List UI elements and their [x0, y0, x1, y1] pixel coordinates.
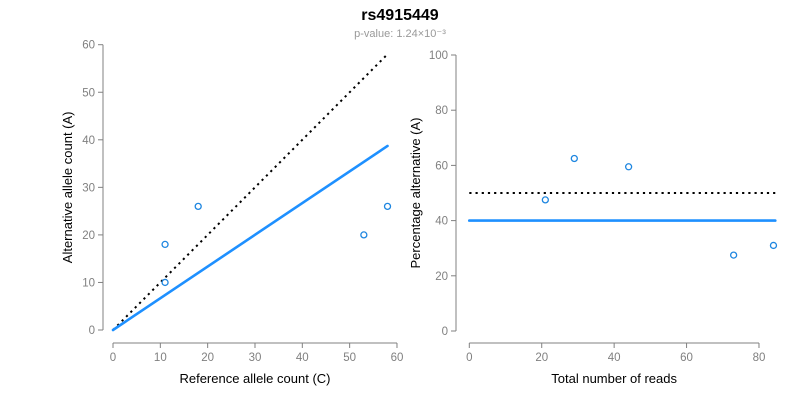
- x-tick-label: 20: [535, 352, 548, 364]
- y-tick-label: 20: [82, 230, 95, 242]
- y-axis-title: Alternative allele count (A): [60, 111, 75, 263]
- x-tick-label: 20: [201, 352, 214, 364]
- x-tick-label: 60: [391, 352, 404, 364]
- right-scatter-plot: 0 20 40 60 80 100 0 20 40 60 80 Total number of rea…: [408, 50, 778, 386]
- y-axis-title: Percentage alternative (A): [408, 117, 423, 268]
- y-tick-label: 10: [82, 277, 95, 289]
- y-tick-label: 20: [435, 271, 448, 283]
- fitted-proportion-line: [111, 144, 389, 332]
- x-axis-title: Reference allele count (C): [179, 371, 330, 386]
- data-point: [161, 278, 169, 287]
- data-point: [541, 196, 549, 204]
- data-point: [383, 202, 392, 211]
- x-tick-label: 10: [154, 352, 167, 364]
- x-tick-label: 40: [296, 352, 309, 364]
- data-point: [729, 251, 738, 259]
- data-point: [360, 231, 368, 239]
- y-tick-label: 100: [429, 50, 448, 62]
- data-point: [194, 202, 202, 211]
- x-axis-title: Total number of reads: [551, 371, 677, 386]
- x-tick-label: 0: [110, 352, 116, 364]
- x-tick-label: 80: [753, 352, 766, 364]
- y-tick-label: 40: [82, 135, 95, 147]
- x-tick-label: 0: [466, 352, 472, 364]
- x-tick-label: 50: [343, 352, 356, 364]
- y-tick-label: 40: [435, 216, 448, 228]
- y-tick-label: 0: [89, 325, 95, 337]
- x-tick-label: 60: [680, 352, 693, 364]
- identity-line: [112, 53, 389, 331]
- data-point: [161, 240, 169, 249]
- y-tick-label: 60: [435, 160, 448, 172]
- data-point: [769, 241, 778, 250]
- data-point: [570, 154, 578, 163]
- x-tick-label: 40: [608, 352, 621, 364]
- data-point: [624, 163, 633, 171]
- y-tick-label: 50: [82, 87, 95, 99]
- y-tick-label: 60: [82, 40, 95, 52]
- y-tick-label: 0: [442, 326, 448, 338]
- y-tick-label: 80: [435, 105, 448, 117]
- left-scatter-plot: 0 10 20 30 40 50 60 0 10 20 30 40 50 60 Reference alle…: [60, 40, 403, 386]
- y-tick-label: 30: [82, 182, 95, 194]
- x-tick-label: 30: [249, 352, 262, 364]
